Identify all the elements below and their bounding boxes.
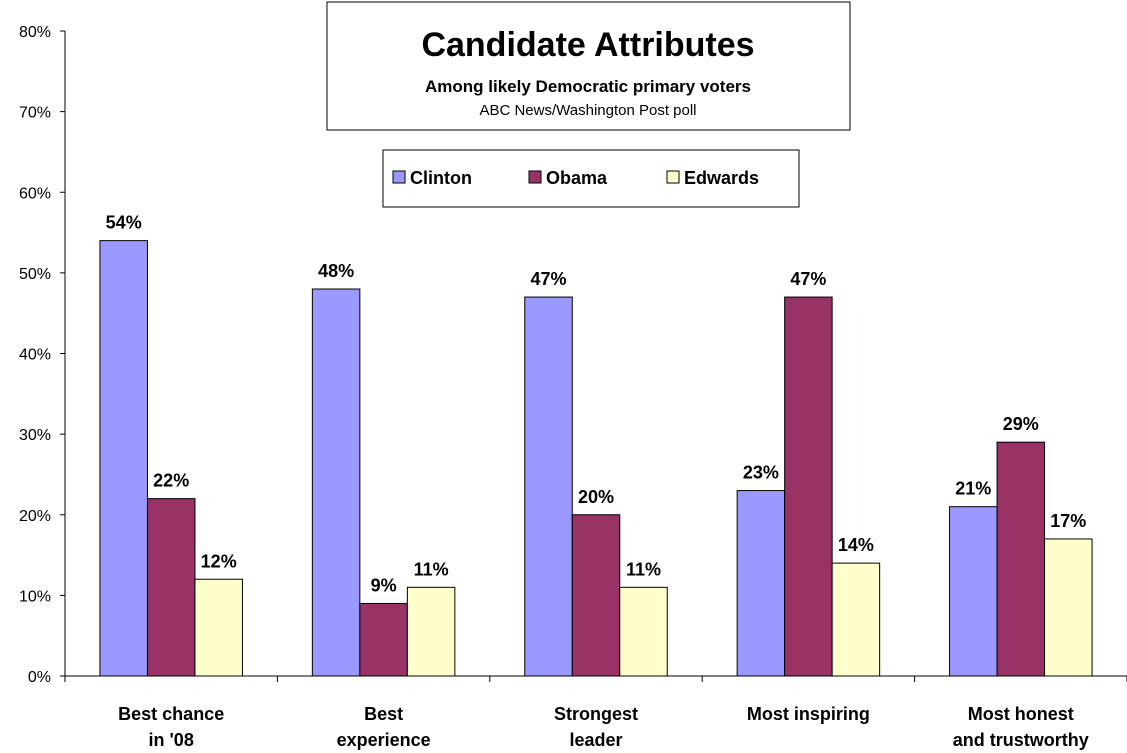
chart-title: Candidate Attributes bbox=[421, 26, 754, 64]
y-tick-label: 30% bbox=[19, 427, 51, 444]
y-tick-label: 40% bbox=[19, 347, 51, 364]
legend-swatch-edwards bbox=[666, 170, 680, 184]
legend-swatch-clinton bbox=[392, 170, 406, 184]
data-label: 48% bbox=[318, 261, 354, 281]
bar-clinton bbox=[99, 240, 148, 677]
bar-obama bbox=[359, 602, 408, 677]
bar-obama bbox=[996, 441, 1046, 677]
chart-subtitle: Among likely Democratic primary voters bbox=[425, 77, 751, 96]
data-label: 17% bbox=[1050, 511, 1086, 531]
bar-edwards bbox=[194, 578, 243, 677]
x-category-label: in '08 bbox=[149, 730, 194, 750]
data-label: 54% bbox=[106, 213, 142, 233]
title-box: Candidate Attributes Among likely Democr… bbox=[326, 1, 851, 131]
y-tick-label: 20% bbox=[19, 508, 51, 525]
x-category-label: and trustworthy bbox=[953, 730, 1089, 750]
data-label: 11% bbox=[414, 559, 449, 579]
bar-edwards bbox=[831, 562, 881, 677]
legend-label-obama: Obama bbox=[546, 168, 608, 188]
data-label: 12% bbox=[201, 551, 237, 571]
bar-clinton bbox=[949, 506, 998, 677]
bar-edwards bbox=[1044, 538, 1093, 677]
chart-source: ABC News/Washington Post poll bbox=[479, 102, 696, 119]
y-tick-label: 60% bbox=[19, 185, 51, 202]
bars bbox=[99, 240, 1093, 677]
legend-swatch-obama bbox=[528, 170, 542, 184]
data-labels: 54% 22% 12% 48% 9% 11% 47% 20% 11% 23% 47% 14% 21% 29… bbox=[106, 213, 1087, 596]
data-label: 9% bbox=[371, 575, 397, 595]
bar-obama bbox=[146, 498, 196, 677]
x-category-label: Most honest bbox=[968, 704, 1074, 724]
bar-edwards bbox=[619, 586, 668, 677]
x-category-label: Strongest bbox=[554, 704, 638, 724]
bar-clinton bbox=[736, 490, 786, 677]
data-label: 47% bbox=[790, 269, 826, 289]
bar-obama bbox=[571, 514, 621, 677]
y-tick-label: 0% bbox=[28, 669, 51, 686]
data-label: 11% bbox=[626, 559, 661, 579]
x-category-label: Most inspiring bbox=[747, 704, 870, 724]
y-tick-label: 10% bbox=[19, 588, 51, 605]
bar-edwards bbox=[406, 586, 456, 677]
x-category-label: Best chance bbox=[118, 704, 224, 724]
bar-clinton bbox=[524, 296, 573, 677]
data-label: 47% bbox=[530, 269, 566, 289]
bar-clinton bbox=[311, 288, 361, 677]
data-label: 20% bbox=[578, 487, 614, 507]
y-tick-label: 50% bbox=[19, 266, 51, 283]
legend-label-clinton: Clinton bbox=[410, 168, 472, 188]
x-category-label: leader bbox=[569, 730, 622, 750]
axes: 0% 10% 20% 30% 40% 50% 60% 70% 80% Best chance in … bbox=[19, 24, 1127, 750]
x-category-label: experience bbox=[337, 730, 431, 750]
x-category-label: Best bbox=[364, 704, 403, 724]
data-label: 21% bbox=[955, 479, 991, 499]
legend-label-edwards: Edwards bbox=[684, 168, 759, 188]
y-tick-label: 80% bbox=[19, 24, 51, 41]
data-label: 29% bbox=[1003, 414, 1039, 434]
data-label: 22% bbox=[153, 471, 189, 491]
data-label: 23% bbox=[743, 463, 779, 483]
data-label: 14% bbox=[838, 535, 874, 555]
legend: Clinton Obama Edwards bbox=[382, 149, 800, 208]
bar-obama bbox=[784, 296, 833, 677]
y-tick-label: 70% bbox=[19, 105, 51, 122]
